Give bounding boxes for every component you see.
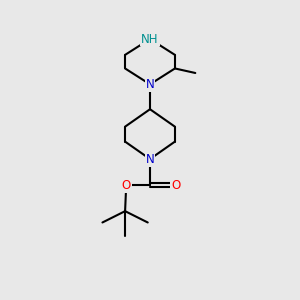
Text: O: O	[171, 178, 181, 192]
Text: NH: NH	[141, 32, 159, 46]
Text: N: N	[146, 153, 154, 166]
Text: N: N	[146, 78, 154, 91]
Text: O: O	[122, 178, 131, 192]
